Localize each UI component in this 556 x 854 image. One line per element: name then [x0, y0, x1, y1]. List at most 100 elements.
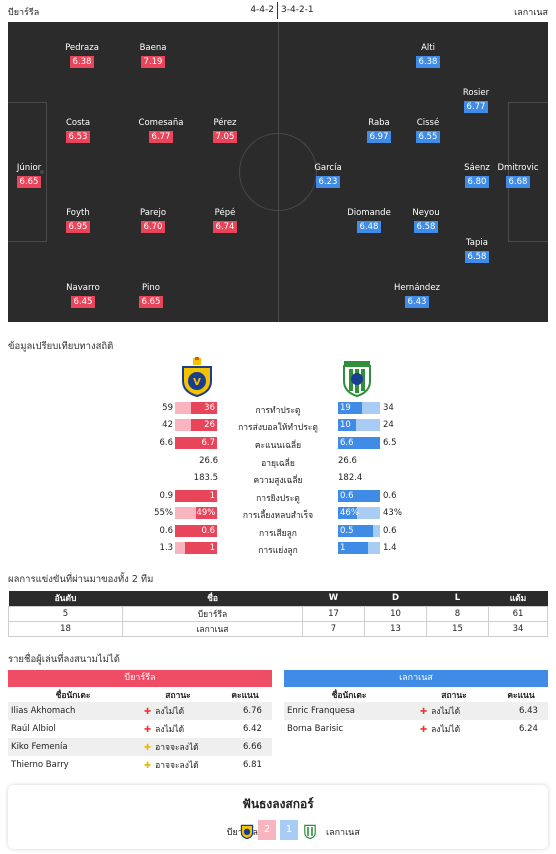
home-player[interactable]: Comesaña 6.77: [126, 118, 196, 143]
player-name: Pedraza: [65, 43, 99, 53]
away-total: 0.6: [383, 491, 397, 501]
col-draw: D: [364, 591, 427, 606]
col-status: สถานะ: [165, 690, 191, 701]
away-bar: 10: [338, 419, 380, 431]
away-player[interactable]: Dmitrovic 6.68: [483, 163, 548, 188]
player-name: Pérez: [213, 118, 237, 128]
home-bar-fill: 0.6: [175, 525, 217, 537]
stat-row-tackles: 1.3 1 การแย่งลูก 1 1.4: [0, 542, 556, 556]
away-total: 6.5: [383, 438, 397, 448]
out-icon: ✚: [144, 707, 152, 717]
player-rating: 6.77: [148, 131, 174, 143]
away-player[interactable]: Sáenz 6.80: [442, 163, 512, 188]
away-player[interactable]: Neyou 6.58: [391, 208, 461, 233]
player-score: 6.43: [494, 702, 548, 720]
doubtful-icon: ✚: [144, 743, 152, 753]
home-player[interactable]: Pino 6.65: [116, 283, 186, 308]
cell-win: 7: [302, 620, 365, 637]
player-rating: 6.43: [404, 296, 430, 308]
player-rating: 7.19: [140, 56, 166, 68]
away-bar: 46%: [338, 507, 380, 519]
home-player[interactable]: Foyth 6.95: [43, 208, 113, 233]
col-player-name: ชื่อนักเตะ: [331, 690, 367, 701]
formation-header: บียาร์รีล 4-4-2 3-4-2-1 เลกาเนส: [0, 0, 556, 22]
player-name: Comesaña: [138, 118, 184, 128]
comparison-title: ข้อมูลเปรียบเทียบทางสถิติ: [8, 341, 114, 352]
away-player[interactable]: Tapia 6.58: [442, 238, 512, 263]
formation-divider: [277, 2, 278, 19]
home-bar: 0.6: [175, 525, 217, 537]
player-rating: 6.38: [69, 56, 95, 68]
stat-row-assists: 42 26 การส่งบอลให้ทำประตู 10 24: [0, 419, 556, 433]
home-player[interactable]: Pépé 6.74: [190, 208, 260, 233]
prediction-title: ฟันธงลงสกอร์: [242, 797, 314, 811]
home-bar-fill: 36: [191, 402, 217, 414]
home-total: 59: [162, 403, 173, 413]
leganes-logo-icon: [343, 361, 371, 397]
home-injuries-header: บียาร์รีล: [8, 670, 272, 687]
stat-row-possession-lost: 0.6 0.6 การเสียลูก 0.5 0.6: [0, 525, 556, 539]
player-rating: 6.53: [65, 131, 91, 143]
away-player[interactable]: Hernández 6.43: [382, 283, 452, 308]
player-name: Thierno Barry: [11, 760, 69, 770]
cell-draw: 10: [364, 605, 427, 622]
home-bar: 1: [175, 490, 217, 502]
away-player[interactable]: Diomande 6.48: [334, 208, 404, 233]
player-name: Alti: [421, 43, 435, 53]
away-player[interactable]: Alti 6.38: [393, 43, 463, 68]
player-name: Rosier: [462, 88, 490, 98]
player-name: Enric Franquesa: [284, 702, 414, 720]
home-total: 0.9: [159, 491, 173, 501]
player-rating: 6.97: [366, 131, 392, 143]
leganes-small-logo-icon: [304, 824, 316, 839]
home-player[interactable]: Pérez 7.05: [190, 118, 260, 143]
prediction-away-score: 1: [280, 820, 298, 840]
cell-name: บียาร์รีล: [122, 605, 303, 622]
stat-label: การยิงประตู: [256, 494, 300, 504]
player-name: Navarro: [66, 283, 100, 293]
player-rating: 6.23: [315, 176, 341, 188]
player-status: อาจจะลงได้: [155, 743, 199, 753]
player-name: García: [314, 163, 342, 173]
stat-label: ความสูงเฉลี่ย: [253, 476, 303, 486]
player-score: 6.42: [243, 724, 262, 734]
cell-loss: 8: [426, 605, 489, 622]
home-player[interactable]: Costa 6.53: [43, 118, 113, 143]
away-total: 43%: [383, 508, 402, 518]
home-injuries: บียาร์รีล ชื่อนักเตะ สถานะ คะแนน Ilias A…: [8, 670, 272, 774]
home-player[interactable]: Júnior 6.65: [8, 163, 64, 188]
away-injuries-table: ชื่อนักเตะ สถานะ คะแนน Enric Franquesa ✚…: [284, 687, 548, 738]
player-name: Parejo: [139, 208, 167, 218]
player-name: Costa: [65, 118, 91, 128]
away-bar-fill: 19: [338, 402, 362, 414]
table-row: Thierno Barry ✚ อาจจะลงได้ 6.81: [8, 756, 272, 774]
player-rating: 6.48: [356, 221, 382, 233]
player-rating: 6.58: [413, 221, 439, 233]
away-player[interactable]: García 6.23: [293, 163, 363, 188]
col-player-name: ชื่อนักเตะ: [55, 690, 91, 701]
away-player[interactable]: Cissé 6.55: [393, 118, 463, 143]
stat-label: การส่งบอลให้ทำประตู: [238, 423, 318, 433]
away-player[interactable]: Rosier 6.77: [441, 88, 511, 113]
out-icon: ✚: [420, 725, 428, 735]
away-total: 34: [383, 403, 394, 413]
away-player[interactable]: Raba 6.97: [344, 118, 414, 143]
player-score: 6.24: [519, 724, 538, 734]
home-total: 0.6: [159, 526, 173, 536]
standings-table: อันดับ ชื่อ W D L แต้ม 5 บียาร์รีล 17 10…: [8, 591, 548, 637]
player-status: ลงไม่ได้: [431, 725, 461, 735]
table-row: Raúl Albiol ✚ ลงไม่ได้ 6.42: [8, 720, 272, 738]
away-total: 0.6: [383, 526, 397, 536]
away-formation: 3-4-2-1: [281, 5, 314, 15]
home-player[interactable]: Baena 7.19: [118, 43, 188, 68]
table-row: Kiko Femenía ✚ อาจจะลงได้ 6.66: [8, 738, 272, 756]
home-player[interactable]: Navarro 6.45: [48, 283, 118, 308]
player-name: Pépé: [214, 208, 236, 218]
stat-label: อายุเฉลี่ย: [261, 459, 295, 469]
home-player[interactable]: Parejo 6.70: [118, 208, 188, 233]
cell-points: 34: [488, 620, 548, 637]
home-player[interactable]: Pedraza 6.38: [47, 43, 117, 68]
stat-label: การแย่งลูก: [258, 546, 298, 556]
injuries-title: รายชื่อผู้เล่นที่ลงสนามไม่ได้: [8, 654, 120, 665]
player-status: ลงไม่ได้: [431, 707, 461, 717]
